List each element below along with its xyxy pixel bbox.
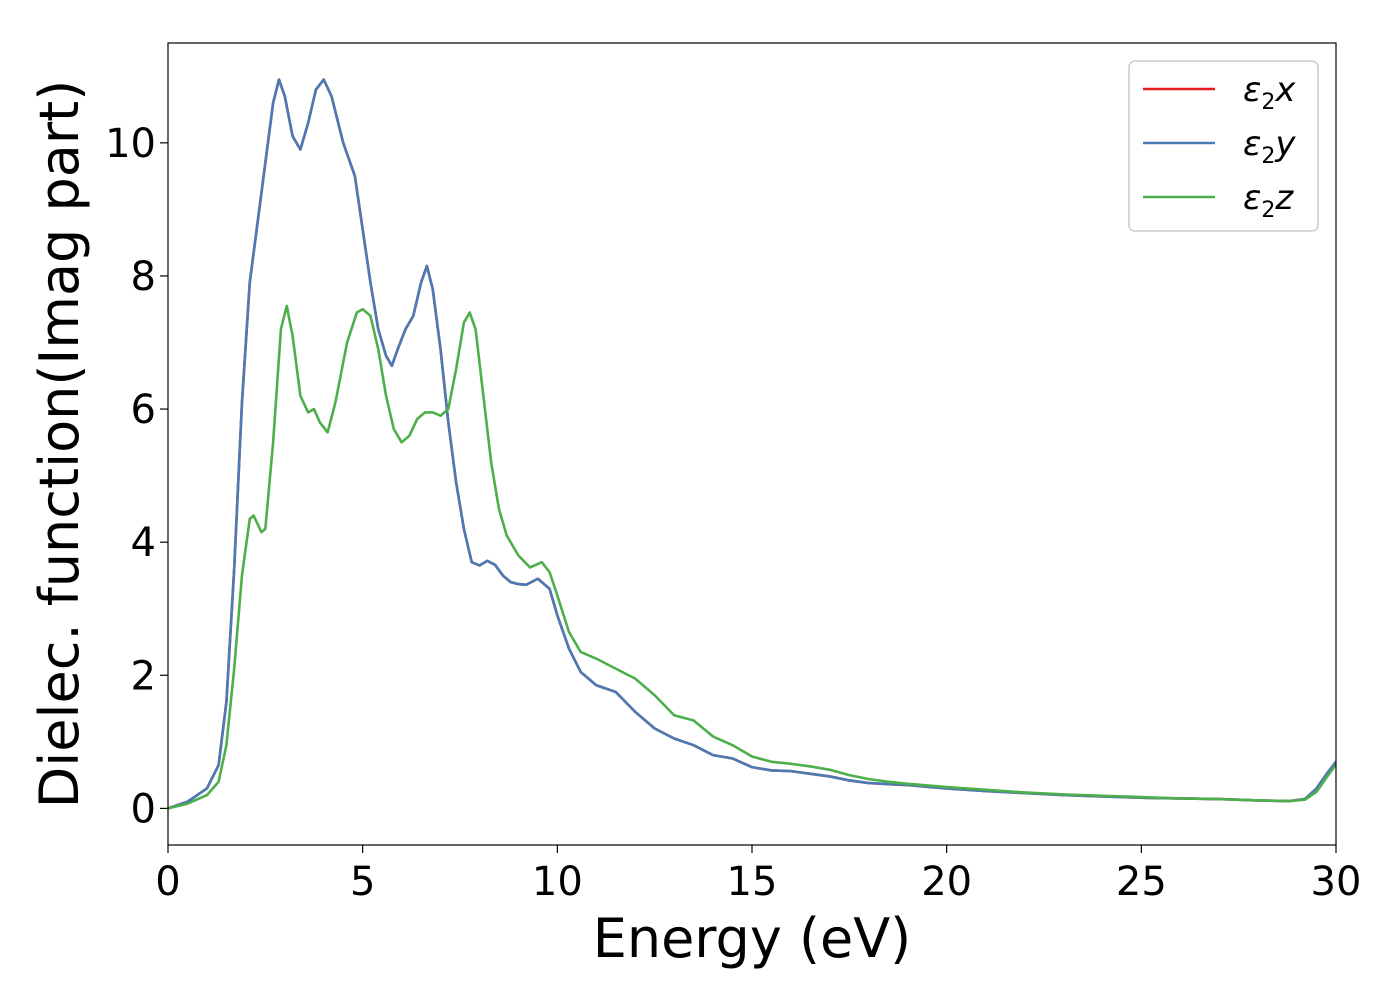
x-tick-label: 5 [350,859,375,905]
x-tick-label: 10 [532,859,583,905]
y-tick-label: 6 [131,387,156,433]
series-line-z [168,304,1336,810]
series-line-y [168,78,1336,810]
plot-frame [167,42,1337,846]
x-tick-label: 15 [727,859,778,905]
y-tick-label: 2 [131,653,156,699]
x-axis-label: Energy (eV) [593,907,912,970]
legend-label-x: ε2x [1243,70,1296,115]
x-tick-label: 0 [155,859,180,905]
x-tick-label: 20 [921,859,972,905]
x-axis-ticks: 0 5 10 15 20 25 30 [155,845,1361,905]
y-axis-label: Dielec. function(Imag part) [28,80,91,809]
legend-label-z: ε2z [1243,178,1294,223]
legend: ε2x ε2y ε2z [1128,60,1319,232]
y-tick-label: 8 [131,254,156,300]
y-tick-label: 4 [131,520,156,566]
legend-label-y: ε2y [1243,124,1296,169]
y-tick-label: 0 [131,786,156,832]
x-tick-label: 25 [1116,859,1167,905]
y-tick-label: 10 [105,121,156,167]
x-tick-label: 30 [1311,859,1362,905]
legend-frame [1128,60,1319,232]
plot-area [168,78,1336,810]
y-axis-ticks: 0 2 4 6 8 10 [105,121,168,832]
